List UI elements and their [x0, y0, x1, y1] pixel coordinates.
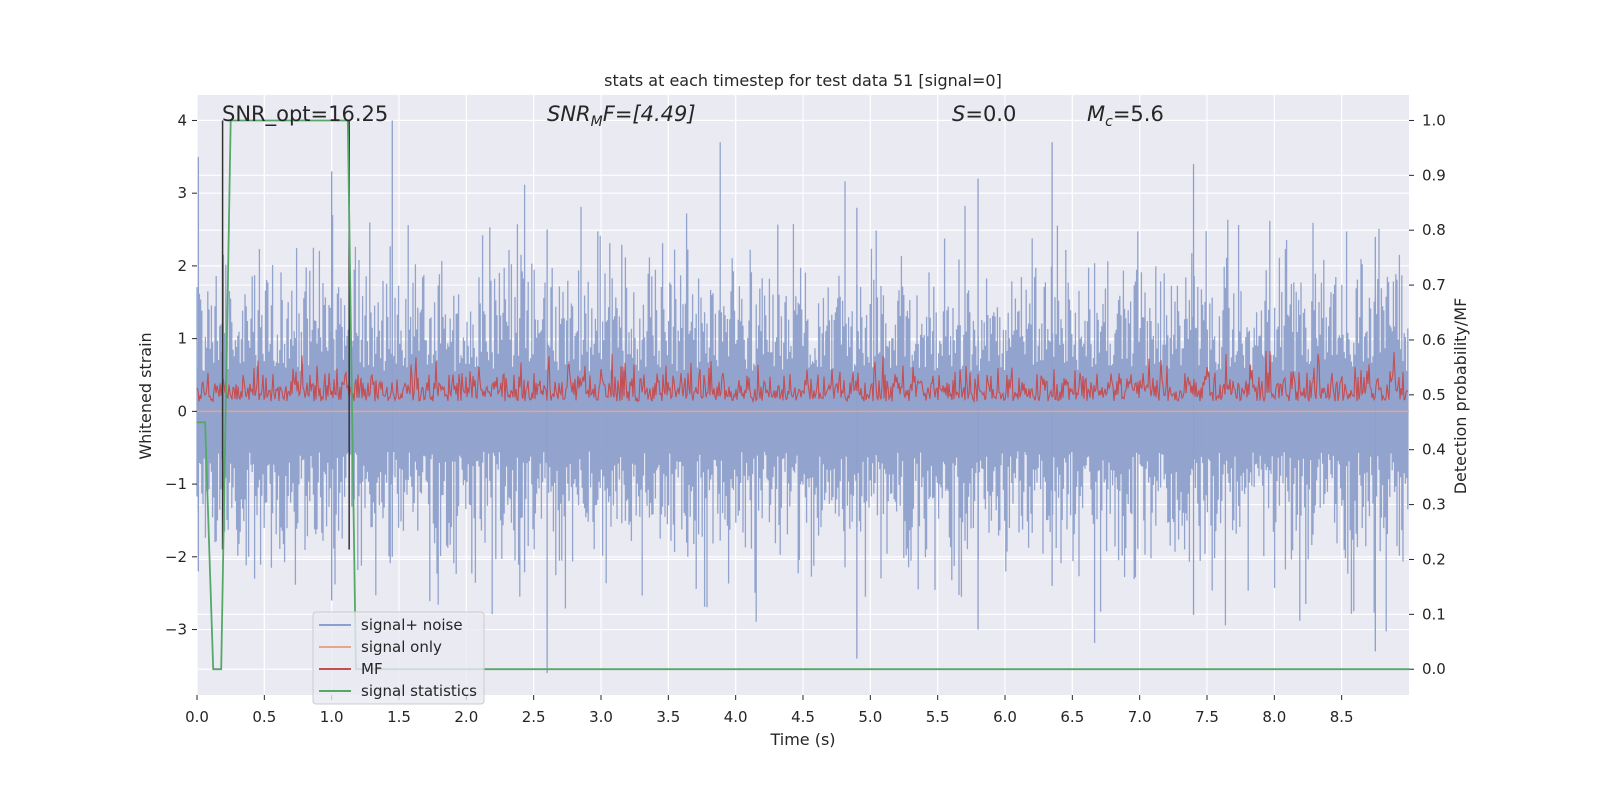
y-tick-label: −1: [165, 475, 187, 493]
y2-tick-label: 0.2: [1422, 550, 1446, 568]
legend-label-signal-statistics: signal statistics: [361, 682, 477, 700]
annotation-mc-var: M: [1087, 102, 1105, 126]
x-tick-label: 3.0: [589, 708, 613, 726]
x-tick-label: 5.0: [858, 708, 882, 726]
annotation-snr-mf: SNRMF=[4.49]: [547, 102, 696, 130]
y2-tick-label: 0.4: [1422, 441, 1446, 459]
chart-title: stats at each timestep for test data 51 …: [604, 71, 1002, 90]
x-tick-label: 2.0: [454, 708, 478, 726]
y2-tick-label: 1.0: [1422, 111, 1446, 129]
y2-tick-label: 0.1: [1422, 605, 1446, 623]
y2-tick-label: 0.0: [1422, 660, 1446, 678]
y2-tick-label: 0.3: [1422, 496, 1446, 514]
annotation-s: S=0.0: [952, 102, 1016, 126]
x-tick-label: 2.5: [522, 708, 546, 726]
mf-trace: [196, 350, 1409, 404]
y-tick-label: 2: [177, 257, 187, 275]
legend: signal+ noise signal only MF signal stat…: [312, 611, 485, 705]
y2-tick-label: 0.6: [1422, 331, 1446, 349]
y-axis-left: 4 3 2 1 0 −1 −2 −3: [165, 111, 197, 639]
x-tick-label: 1.5: [387, 708, 411, 726]
x-tick-label: 7.5: [1195, 708, 1219, 726]
annotation-snr-mf-rest: F=[4.49]: [603, 102, 696, 126]
y-axis-label: Whitened strain: [136, 332, 155, 459]
x-tick-label: 8.5: [1330, 708, 1354, 726]
x-tick-label: 7.0: [1128, 708, 1152, 726]
x-tick-label: 0.0: [185, 708, 209, 726]
x-tick-label: 8.0: [1262, 708, 1286, 726]
annotation-s-rest: =0.0: [965, 102, 1016, 126]
legend-box: [312, 611, 485, 705]
y-axis-right: 1.0 0.9 0.8 0.7 0.6 0.5 0.4 0.3 0.2 0.1 0.0: [1409, 111, 1446, 678]
y2-tick-label: 0.9: [1422, 166, 1446, 184]
y2-axis-label: Detection probability/MF: [1451, 298, 1470, 495]
y2-tick-label: 0.8: [1422, 221, 1446, 239]
x-axis-label: Time (s): [769, 730, 835, 749]
legend-label-signal-plus-noise: signal+ noise: [361, 616, 463, 634]
x-tick-label: 4.5: [791, 708, 815, 726]
series-mf: [196, 350, 1409, 404]
annotation-snr-opt: SNR_opt=16.25: [222, 102, 388, 127]
y-tick-label: 4: [177, 111, 187, 129]
x-tick-label: 3.5: [656, 708, 680, 726]
annotation-mc: Mc=5.6: [1087, 102, 1164, 130]
y2-tick-label: 0.5: [1422, 386, 1446, 404]
x-axis: 0.0 0.5 1.0 1.5 2.0 2.5 3.0 3.5 4.0 4.5 5.0 5.5 6.0 6…: [185, 695, 1354, 726]
x-tick-label: 0.5: [252, 708, 276, 726]
y-tick-label: 1: [177, 330, 187, 348]
annotation-snr-mf-var: SNR: [547, 102, 591, 126]
x-tick-label: 1.0: [320, 708, 344, 726]
annotation-s-var: S: [952, 102, 965, 126]
annotation-snr-mf-sub: M: [591, 114, 603, 130]
signal-statistics-trace: [197, 119, 1409, 671]
annotation-mc-sub: c: [1105, 114, 1113, 130]
x-tick-label: 4.0: [724, 708, 748, 726]
legend-label-mf: MF: [361, 660, 383, 678]
y-tick-label: 0: [177, 402, 187, 420]
annotation-mc-rest: =5.6: [1113, 102, 1164, 126]
y-tick-label: 3: [177, 184, 187, 202]
x-tick-label: 5.5: [926, 708, 950, 726]
y-tick-label: −3: [165, 621, 187, 639]
x-tick-label: 6.5: [1060, 708, 1084, 726]
y-tick-label: −2: [165, 548, 187, 566]
x-tick-label: 6.0: [993, 708, 1017, 726]
legend-label-signal-only: signal only: [361, 638, 442, 656]
y2-tick-label: 0.7: [1422, 276, 1446, 294]
series-signal-statistics: [197, 119, 1409, 671]
